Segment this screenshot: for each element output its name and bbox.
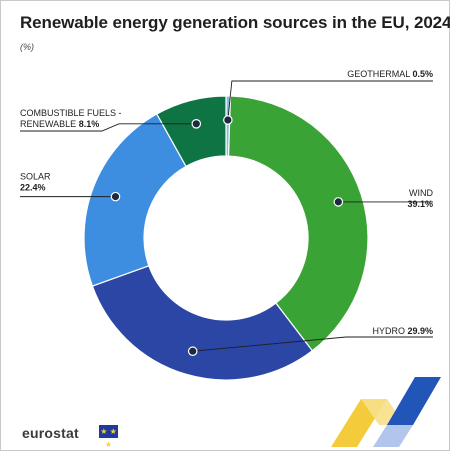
label-geothermal: GEOTHERMAL 0.5% — [347, 69, 433, 79]
slice-hydro — [91, 265, 314, 381]
callout-line-combustible — [20, 123, 197, 132]
eu-flag-icon: ★ ★ ★ — [99, 425, 118, 449]
slice-combustible — [155, 95, 227, 168]
callout-line-geothermal — [227, 80, 433, 121]
slice-wind — [227, 95, 369, 352]
chart-title: Renewable energy generation sources in t… — [20, 13, 450, 32]
callout-dot-geothermal — [223, 115, 233, 125]
label-combustible: COMBUSTIBLE FUELS -RENEWABLE 8.1% — [20, 108, 122, 129]
callout-line-hydro — [192, 336, 433, 352]
callout-dot-wind — [333, 197, 344, 207]
label-hydro: HYDRO 29.9% — [372, 326, 433, 336]
label-solar: SOLAR 22.4% — [20, 172, 51, 193]
slice-solar — [83, 113, 187, 287]
label-wind: WIND 39.1% — [407, 188, 433, 209]
donut-slices — [83, 95, 369, 381]
slice-labels: GEOTHERMAL 0.5% WIND 39.1% HYDRO 29.9% SOLAR… — [20, 69, 433, 336]
label-callouts — [20, 80, 433, 357]
eurostat-logo: eurostat — [22, 425, 79, 441]
corner-accent-graphic — [331, 377, 441, 447]
accent-blue-fold — [373, 425, 413, 447]
callout-dot-combustible — [191, 118, 202, 129]
callout-dot-solar — [110, 191, 121, 202]
chart-unit: (%) — [20, 42, 34, 52]
accent-blue-stripe — [387, 377, 441, 425]
callout-dot-hydro — [187, 346, 198, 357]
